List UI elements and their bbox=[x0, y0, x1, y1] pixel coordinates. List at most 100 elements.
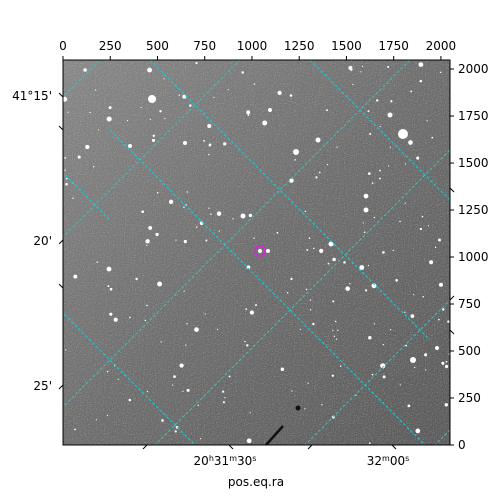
star bbox=[207, 123, 212, 129]
star bbox=[379, 125, 381, 128]
star bbox=[146, 390, 149, 393]
star bbox=[334, 320, 337, 323]
star bbox=[369, 133, 372, 135]
star bbox=[280, 367, 285, 371]
star bbox=[89, 111, 91, 114]
star bbox=[299, 328, 301, 330]
star bbox=[359, 265, 365, 270]
star bbox=[291, 390, 293, 392]
star bbox=[378, 177, 381, 180]
star bbox=[276, 231, 279, 234]
star bbox=[244, 340, 246, 343]
star bbox=[405, 344, 408, 347]
star bbox=[371, 182, 374, 184]
star bbox=[321, 404, 323, 406]
star bbox=[106, 116, 112, 122]
top-pixel-tick-label: 1750 bbox=[378, 39, 409, 53]
star bbox=[319, 248, 324, 253]
top-pixel-axis: 0 250 500 750 1000 1250 1500 1750 2000 bbox=[59, 39, 456, 60]
star bbox=[178, 94, 180, 96]
star bbox=[289, 94, 293, 97]
ra-axis: 20h31m30s 32m00s bbox=[142, 444, 410, 468]
star bbox=[126, 119, 129, 122]
right-pixel-tick-label: 750 bbox=[458, 297, 481, 311]
star bbox=[65, 349, 67, 351]
star bbox=[389, 146, 392, 148]
star bbox=[339, 365, 342, 368]
grid-line bbox=[63, 312, 196, 445]
star bbox=[365, 289, 368, 292]
star bbox=[186, 388, 190, 392]
star bbox=[253, 237, 255, 239]
star bbox=[179, 363, 184, 368]
star bbox=[246, 110, 251, 115]
star bbox=[419, 227, 422, 231]
star bbox=[399, 384, 401, 386]
star bbox=[221, 390, 225, 393]
star bbox=[157, 281, 163, 287]
star bbox=[147, 67, 153, 73]
star bbox=[438, 238, 441, 242]
bright-star bbox=[363, 207, 369, 213]
star bbox=[304, 408, 306, 410]
star bbox=[419, 79, 423, 83]
star bbox=[439, 71, 442, 74]
star bbox=[305, 288, 308, 291]
star bbox=[441, 361, 445, 365]
star bbox=[194, 327, 199, 332]
star bbox=[439, 282, 443, 287]
star bbox=[253, 83, 256, 85]
star bbox=[410, 90, 413, 93]
star bbox=[304, 210, 307, 213]
star bbox=[444, 403, 448, 407]
star bbox=[93, 166, 95, 168]
star bbox=[387, 65, 390, 69]
star bbox=[289, 178, 294, 183]
star bbox=[208, 144, 211, 147]
star bbox=[164, 117, 166, 119]
star bbox=[371, 373, 374, 376]
star bbox=[309, 309, 312, 311]
star bbox=[335, 338, 338, 340]
star bbox=[352, 83, 354, 86]
star bbox=[224, 397, 226, 399]
top-pixel-tick-label: 1000 bbox=[237, 39, 268, 53]
star bbox=[197, 404, 199, 406]
star bbox=[203, 139, 205, 142]
star bbox=[98, 129, 100, 131]
top-pixel-tick-label: 250 bbox=[99, 39, 122, 53]
star bbox=[345, 286, 350, 291]
star bbox=[107, 285, 110, 288]
star bbox=[182, 390, 184, 393]
star bbox=[373, 216, 376, 219]
star bbox=[277, 90, 282, 96]
star bbox=[336, 146, 338, 148]
star bbox=[141, 210, 145, 214]
top-pixel-tick-label: 750 bbox=[193, 39, 216, 53]
star bbox=[307, 382, 309, 384]
star bbox=[290, 277, 293, 281]
ra-tick-label-2: 32m00s bbox=[367, 454, 410, 468]
star bbox=[108, 106, 112, 110]
target-marker bbox=[254, 245, 266, 257]
star bbox=[371, 283, 377, 289]
bright-star bbox=[293, 149, 299, 155]
star bbox=[286, 291, 289, 294]
star bbox=[382, 344, 384, 346]
star bbox=[222, 401, 225, 404]
top-pixel-tick-label: 0 bbox=[59, 39, 67, 53]
star bbox=[246, 344, 249, 347]
right-pixel-tick-label: 1000 bbox=[458, 250, 489, 264]
star bbox=[349, 283, 351, 285]
star bbox=[232, 218, 234, 220]
star bbox=[151, 138, 156, 142]
bright-star bbox=[128, 144, 132, 148]
star bbox=[367, 172, 371, 175]
star bbox=[361, 65, 364, 68]
star bbox=[262, 120, 268, 126]
star bbox=[445, 360, 448, 363]
star bbox=[308, 237, 311, 240]
star bbox=[424, 353, 428, 357]
